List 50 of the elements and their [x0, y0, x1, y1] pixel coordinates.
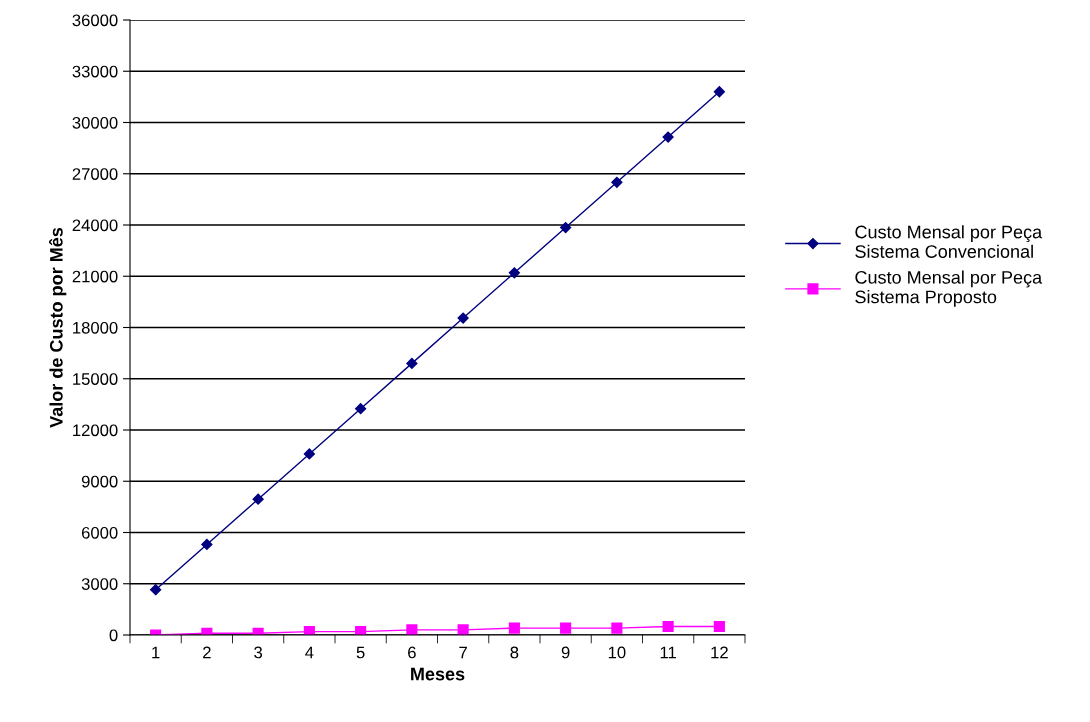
point [713, 620, 725, 633]
point [457, 624, 469, 635]
point [406, 624, 418, 635]
y-tick-label: 18000 [73, 321, 118, 334]
y-tick-label: 24000 [72, 219, 118, 232]
y-tick-label: 36000 [72, 14, 118, 27]
point [150, 584, 162, 596]
x-tick-label: 5 [356, 646, 365, 659]
point [611, 176, 623, 188]
point [662, 620, 674, 633]
legend-label: Custo Mensal por Peça Sistema Proposto [855, 270, 1043, 307]
point [355, 626, 367, 635]
point [508, 622, 520, 634]
x-tick-label: 4 [305, 646, 314, 659]
point [355, 403, 367, 415]
point [252, 493, 264, 505]
point [560, 622, 572, 634]
x-tick-label: 12 [711, 646, 728, 659]
point [201, 538, 213, 551]
x-axis-title: Meses [411, 667, 465, 681]
y-tick-label: 9000 [81, 475, 118, 488]
x-tick-label: 7 [459, 646, 467, 659]
x-tick-label: 6 [408, 646, 416, 659]
x-tick-label: 11 [660, 646, 676, 659]
y-tick-label: 33000 [72, 65, 118, 78]
x-tick-label: 3 [254, 646, 263, 659]
point [662, 131, 674, 143]
x-tick-label: 2 [203, 646, 211, 659]
legend-label: Custo Mensal por Peça Sistema Convencional [855, 225, 1043, 258]
x-tick-label: 8 [510, 646, 519, 659]
y-tick-label: 0 [109, 629, 118, 642]
x-tick-label: 9 [561, 646, 570, 659]
point [406, 357, 418, 369]
x-tick-label: 10 [608, 646, 626, 659]
y-tick-label: 30000 [72, 116, 118, 129]
point [713, 86, 725, 98]
y-tick-label: 3000 [81, 578, 118, 590]
point [560, 221, 572, 234]
y-tick-label: 21000 [72, 270, 118, 283]
y-axis-title: Valor de Custo por Mês [49, 227, 67, 428]
y-tick-label: 6000 [81, 526, 118, 539]
point [457, 312, 469, 324]
point [611, 622, 623, 634]
point [303, 448, 315, 460]
point [508, 267, 520, 279]
y-tick-label: 27000 [72, 168, 118, 180]
y-tick-label: 12000 [73, 424, 118, 437]
point [303, 626, 315, 635]
x-tick-label: 1 [152, 646, 160, 659]
y-tick-label: 15000 [73, 373, 118, 385]
